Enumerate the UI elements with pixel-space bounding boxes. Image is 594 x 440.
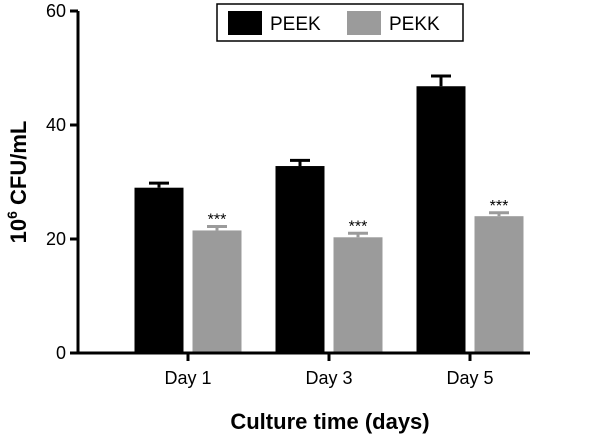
legend-swatch-pekk <box>347 11 381 35</box>
y-axis-title: 106 CFU/mL <box>4 121 31 244</box>
y-axis-title-base: 10 <box>6 219 31 243</box>
x-ticks: Day 1 Day 3 Day 5 <box>164 353 494 388</box>
bar-pekk-day-3 <box>333 237 383 353</box>
significance-label: *** <box>490 198 509 215</box>
bar-peek-day-5 <box>416 86 466 354</box>
y-axis-title-exponent: 6 <box>4 211 20 219</box>
legend-label-pekk: PEKK <box>389 14 440 35</box>
significance-label: *** <box>349 218 368 235</box>
y-tick-label: 0 <box>56 343 66 363</box>
y-ticks: 0 20 40 60 <box>46 1 78 363</box>
legend-label-peek: PEEK <box>270 14 321 35</box>
x-tick-label: Day 3 <box>305 368 352 388</box>
significance-label: *** <box>208 211 227 228</box>
y-tick-label: 40 <box>46 115 66 135</box>
error-bars-layer <box>149 74 509 238</box>
x-tick-label: Day 1 <box>164 368 211 388</box>
bar-pekk-day-1 <box>192 230 242 353</box>
significance-layer: *** *** *** <box>208 198 509 236</box>
legend: PEEK PEKK <box>216 3 464 42</box>
y-tick-label: 20 <box>46 229 66 249</box>
x-axis-title: Culture time (days) <box>230 409 429 434</box>
legend-swatch-peek <box>228 11 262 35</box>
y-tick-label: 60 <box>46 1 66 21</box>
bar-pekk-day-5 <box>474 216 524 353</box>
bars-layer <box>134 86 524 354</box>
bar-peek-day-1 <box>134 187 184 353</box>
y-axis-title-unit: CFU/mL <box>6 121 31 211</box>
x-tick-label: Day 5 <box>446 368 493 388</box>
bar-peek-day-3 <box>275 166 325 353</box>
